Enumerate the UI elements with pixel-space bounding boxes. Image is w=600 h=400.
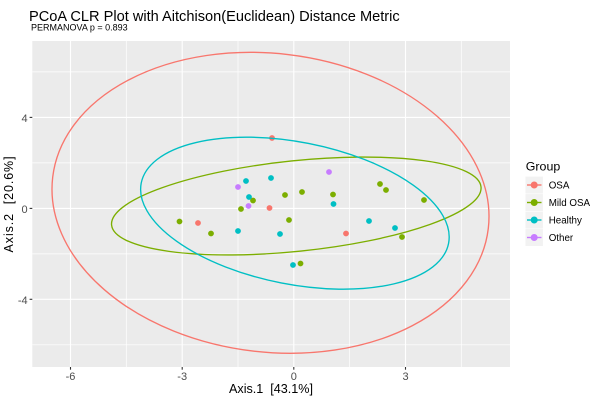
- svg-text:PERMANOVA p = 0.893: PERMANOVA p = 0.893: [31, 23, 128, 33]
- svg-text:Group: Group: [526, 159, 561, 173]
- svg-text:-6: -6: [66, 371, 76, 383]
- svg-text:0: 0: [21, 204, 27, 216]
- svg-text:Axis.1 [43.1%]: Axis.1 [43.1%]: [229, 382, 313, 396]
- svg-text:0: 0: [291, 371, 297, 383]
- svg-text:Healthy: Healthy: [549, 215, 582, 226]
- svg-text:PCoA CLR Plot with Aitchison(E: PCoA CLR Plot with Aitchison(Euclidean) …: [29, 9, 400, 25]
- svg-text:Mild OSA: Mild OSA: [549, 198, 591, 209]
- svg-text:-3: -3: [177, 371, 187, 383]
- svg-text:Other: Other: [549, 233, 574, 244]
- svg-text:OSA: OSA: [549, 180, 570, 191]
- svg-text:-4: -4: [18, 295, 28, 307]
- svg-text:3: 3: [402, 371, 408, 383]
- svg-text:Axis.2 [20.6%]: Axis.2 [20.6%]: [2, 156, 16, 253]
- svg-text:4: 4: [21, 113, 27, 125]
